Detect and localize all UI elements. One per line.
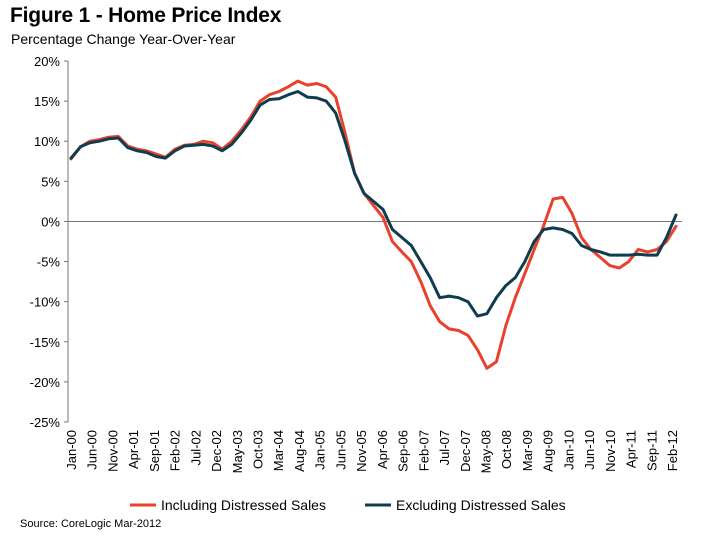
x-tick-label: Mar-09: [520, 430, 535, 471]
y-tick-label: 15%: [34, 94, 60, 109]
y-tick-label: 0%: [41, 214, 60, 229]
x-tick-label: Jan-05: [313, 430, 328, 470]
x-tick-label: Apr-11: [624, 430, 639, 468]
x-tick-label: Dec-07: [458, 430, 473, 472]
x-tick-label: Nov-00: [105, 430, 120, 472]
x-tick-label: Dec-02: [209, 430, 224, 472]
x-tick-label: Sep-11: [644, 430, 659, 471]
y-tick-label: -25%: [30, 415, 61, 430]
x-tick-label: Jun-05: [333, 430, 348, 470]
y-tick-label: -5%: [37, 255, 61, 270]
x-tick-label: Jul-02: [188, 430, 203, 465]
x-tick-label: May-03: [230, 430, 245, 473]
x-tick-label: Nov-05: [354, 430, 369, 472]
x-tick-label: Sep-06: [396, 430, 411, 472]
x-tick-label: Aug-04: [292, 430, 307, 472]
source-note: Source: CoreLogic Mar-2012: [20, 518, 162, 530]
legend: Including Distressed Sales Excluding Dist…: [130, 497, 566, 513]
x-tick-label: Aug-09: [541, 430, 556, 472]
x-tick-label: Jan-00: [64, 430, 79, 470]
y-axis: 20% 15% 10% 5% 0% -5% -10% -15% -20% -25%: [30, 54, 69, 430]
series-excluding-distressed-line: [69, 90, 678, 318]
x-tick-label: Feb-02: [168, 430, 183, 471]
x-tick-label: Jun-00: [85, 430, 100, 470]
y-tick-label: -15%: [30, 335, 61, 350]
legend-label-including: Including Distressed Sales: [161, 497, 326, 513]
y-tick-label: 10%: [34, 134, 60, 149]
x-tick-label: May-08: [478, 430, 493, 473]
x-tick-label: Oct-08: [499, 430, 514, 469]
x-tick-label: Apr-06: [375, 430, 390, 469]
x-axis: Jan-00 Jun-00 Nov-00 Apr-01 Sep-01 Feb-02 Jul-…: [64, 220, 682, 473]
x-tick-label: Apr-01: [126, 430, 141, 469]
x-tick-label: Mar-04: [271, 430, 286, 471]
x-tick-label: Feb-12: [665, 430, 680, 471]
y-tick-label: 20%: [34, 54, 60, 69]
chart-title: Figure 1 - Home Price Index: [10, 4, 282, 27]
x-tick-label: Oct-03: [251, 430, 266, 469]
x-tick-label: Jun-10: [582, 430, 597, 470]
y-tick-label: 5%: [41, 174, 60, 189]
legend-label-excluding: Excluding Distressed Sales: [396, 497, 566, 513]
y-tick-label: -20%: [30, 375, 61, 390]
y-tick-label: -10%: [30, 295, 61, 310]
x-tick-label: Sep-01: [147, 430, 162, 472]
chart-subtitle: Percentage Change Year-Over-Year: [11, 31, 236, 47]
series-layer: [69, 79, 678, 370]
x-tick-label: Jul-07: [437, 430, 452, 465]
x-tick-label: Nov-10: [603, 430, 618, 472]
x-tick-label: Jan-10: [561, 430, 576, 470]
series-including-distressed-line: [69, 79, 678, 370]
x-tick-label: Feb-07: [416, 430, 431, 471]
